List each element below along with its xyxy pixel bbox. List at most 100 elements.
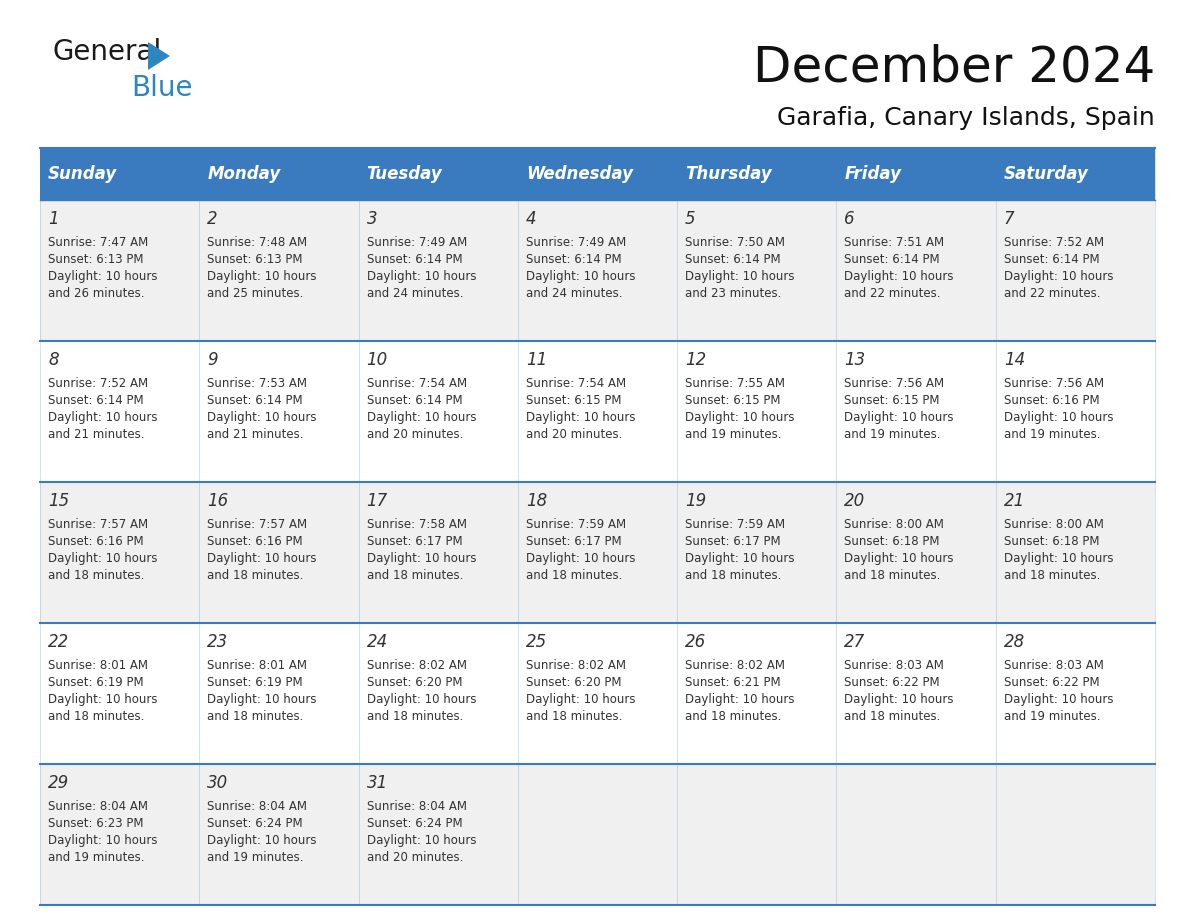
Text: Sunrise: 8:04 AM: Sunrise: 8:04 AM — [367, 800, 467, 813]
Text: and 18 minutes.: and 18 minutes. — [48, 569, 145, 582]
Text: 21: 21 — [1004, 492, 1025, 510]
Text: Sunrise: 7:54 AM: Sunrise: 7:54 AM — [367, 377, 467, 390]
Bar — [359, 341, 518, 482]
Text: 22: 22 — [48, 633, 69, 651]
Text: Daylight: 10 hours: Daylight: 10 hours — [367, 270, 476, 283]
Text: Daylight: 10 hours: Daylight: 10 hours — [207, 834, 317, 847]
Text: Sunset: 6:14 PM: Sunset: 6:14 PM — [48, 394, 144, 407]
Text: Sunset: 6:22 PM: Sunset: 6:22 PM — [845, 676, 940, 689]
Text: Sunrise: 7:52 AM: Sunrise: 7:52 AM — [1004, 236, 1104, 249]
Text: Sunset: 6:24 PM: Sunset: 6:24 PM — [207, 817, 303, 830]
Text: Sunrise: 8:01 AM: Sunrise: 8:01 AM — [207, 659, 308, 672]
Text: Sunrise: 7:54 AM: Sunrise: 7:54 AM — [526, 377, 626, 390]
Bar — [996, 482, 1155, 623]
Text: Daylight: 10 hours: Daylight: 10 hours — [685, 552, 795, 565]
Text: Daylight: 10 hours: Daylight: 10 hours — [48, 693, 158, 706]
Text: Daylight: 10 hours: Daylight: 10 hours — [1004, 693, 1113, 706]
Text: Tuesday: Tuesday — [367, 165, 442, 183]
Text: Sunset: 6:16 PM: Sunset: 6:16 PM — [48, 535, 144, 548]
Bar — [359, 200, 518, 341]
Text: Daylight: 10 hours: Daylight: 10 hours — [685, 411, 795, 424]
Bar — [836, 148, 996, 200]
Text: Sunrise: 7:52 AM: Sunrise: 7:52 AM — [48, 377, 148, 390]
Bar — [40, 623, 200, 764]
Text: Sunrise: 7:57 AM: Sunrise: 7:57 AM — [207, 518, 308, 531]
Text: Daylight: 10 hours: Daylight: 10 hours — [526, 270, 636, 283]
Text: and 26 minutes.: and 26 minutes. — [48, 287, 145, 300]
Bar — [518, 148, 677, 200]
Text: Daylight: 10 hours: Daylight: 10 hours — [526, 552, 636, 565]
Bar — [677, 623, 836, 764]
Text: Sunrise: 7:53 AM: Sunrise: 7:53 AM — [207, 377, 308, 390]
Text: Sunset: 6:18 PM: Sunset: 6:18 PM — [1004, 535, 1099, 548]
Text: and 19 minutes.: and 19 minutes. — [845, 428, 941, 441]
Text: Sunset: 6:15 PM: Sunset: 6:15 PM — [845, 394, 940, 407]
Text: and 19 minutes.: and 19 minutes. — [685, 428, 782, 441]
Text: Daylight: 10 hours: Daylight: 10 hours — [48, 834, 158, 847]
Text: Daylight: 10 hours: Daylight: 10 hours — [207, 270, 317, 283]
Text: 19: 19 — [685, 492, 707, 510]
Text: 3: 3 — [367, 210, 378, 228]
Text: Sunset: 6:19 PM: Sunset: 6:19 PM — [207, 676, 303, 689]
Text: Wednesday: Wednesday — [526, 165, 633, 183]
Text: Sunset: 6:14 PM: Sunset: 6:14 PM — [526, 253, 621, 266]
Text: 28: 28 — [1004, 633, 1025, 651]
Text: Sunset: 6:13 PM: Sunset: 6:13 PM — [48, 253, 144, 266]
Text: Monday: Monday — [207, 165, 280, 183]
Text: 4: 4 — [526, 210, 537, 228]
Text: 7: 7 — [1004, 210, 1015, 228]
Text: Sunrise: 8:03 AM: Sunrise: 8:03 AM — [845, 659, 944, 672]
Text: 15: 15 — [48, 492, 69, 510]
Text: Sunrise: 8:00 AM: Sunrise: 8:00 AM — [1004, 518, 1104, 531]
Text: 31: 31 — [367, 774, 387, 792]
Text: Sunset: 6:13 PM: Sunset: 6:13 PM — [207, 253, 303, 266]
Text: and 18 minutes.: and 18 minutes. — [207, 569, 304, 582]
Text: 14: 14 — [1004, 351, 1025, 369]
Text: and 18 minutes.: and 18 minutes. — [845, 569, 941, 582]
Bar — [996, 341, 1155, 482]
Bar — [40, 200, 200, 341]
Bar — [836, 764, 996, 905]
Text: Daylight: 10 hours: Daylight: 10 hours — [48, 552, 158, 565]
Text: and 18 minutes.: and 18 minutes. — [367, 710, 463, 723]
Text: Sunset: 6:14 PM: Sunset: 6:14 PM — [367, 394, 462, 407]
Bar — [359, 482, 518, 623]
Text: Sunrise: 7:50 AM: Sunrise: 7:50 AM — [685, 236, 785, 249]
Text: Sunset: 6:17 PM: Sunset: 6:17 PM — [685, 535, 781, 548]
Text: Sunrise: 8:02 AM: Sunrise: 8:02 AM — [526, 659, 626, 672]
Text: 2: 2 — [207, 210, 217, 228]
Text: Sunset: 6:20 PM: Sunset: 6:20 PM — [367, 676, 462, 689]
Text: 8: 8 — [48, 351, 58, 369]
Text: 27: 27 — [845, 633, 866, 651]
Text: 20: 20 — [845, 492, 866, 510]
Bar — [200, 482, 359, 623]
Text: Daylight: 10 hours: Daylight: 10 hours — [526, 693, 636, 706]
Text: Sunrise: 8:02 AM: Sunrise: 8:02 AM — [685, 659, 785, 672]
Text: and 19 minutes.: and 19 minutes. — [207, 851, 304, 864]
Text: Saturday: Saturday — [1004, 165, 1088, 183]
Bar — [518, 341, 677, 482]
Bar — [359, 623, 518, 764]
Text: Daylight: 10 hours: Daylight: 10 hours — [207, 552, 317, 565]
Bar — [836, 482, 996, 623]
Text: Daylight: 10 hours: Daylight: 10 hours — [48, 270, 158, 283]
Bar — [677, 482, 836, 623]
Text: Daylight: 10 hours: Daylight: 10 hours — [1004, 411, 1113, 424]
Text: Sunrise: 7:49 AM: Sunrise: 7:49 AM — [526, 236, 626, 249]
Text: 12: 12 — [685, 351, 707, 369]
Text: Sunset: 6:14 PM: Sunset: 6:14 PM — [367, 253, 462, 266]
Text: and 20 minutes.: and 20 minutes. — [526, 428, 623, 441]
Bar — [518, 764, 677, 905]
Text: and 25 minutes.: and 25 minutes. — [207, 287, 304, 300]
Text: 18: 18 — [526, 492, 548, 510]
Text: Daylight: 10 hours: Daylight: 10 hours — [845, 270, 954, 283]
Text: and 18 minutes.: and 18 minutes. — [526, 710, 623, 723]
Bar — [836, 200, 996, 341]
Text: Daylight: 10 hours: Daylight: 10 hours — [845, 693, 954, 706]
Text: and 18 minutes.: and 18 minutes. — [1004, 569, 1100, 582]
Text: Garafia, Canary Islands, Spain: Garafia, Canary Islands, Spain — [777, 106, 1155, 130]
Text: Sunset: 6:15 PM: Sunset: 6:15 PM — [526, 394, 621, 407]
Bar — [40, 482, 200, 623]
Text: and 18 minutes.: and 18 minutes. — [48, 710, 145, 723]
Text: 9: 9 — [207, 351, 217, 369]
